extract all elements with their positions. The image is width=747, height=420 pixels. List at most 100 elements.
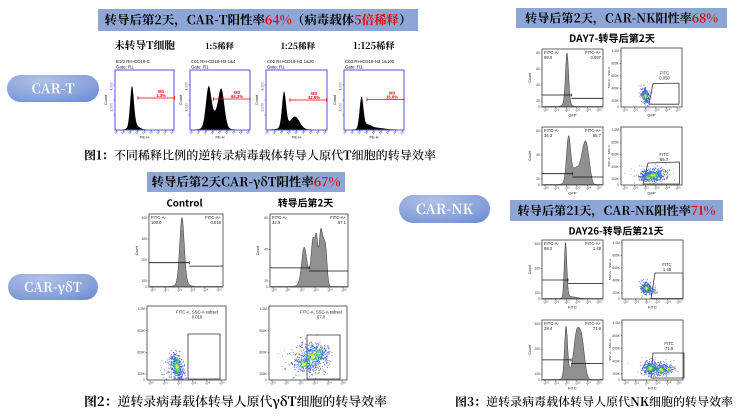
svg-text:10: 10 <box>286 130 291 135</box>
svg-text:400: 400 <box>141 216 147 220</box>
svg-text:FITC-A-: FITC-A- <box>544 321 559 326</box>
svg-text:65.7: 65.7 <box>660 157 669 162</box>
svg-text:0: 0 <box>538 378 540 382</box>
svg-text:800K: 800K <box>611 140 619 144</box>
svg-text:M3: M3 <box>234 90 240 95</box>
svg-text:5: 5 <box>600 381 602 384</box>
svg-text:3: 3 <box>195 381 197 384</box>
svg-text:FITC-A+: FITC-A+ <box>205 215 221 220</box>
svg-text:1: 1 <box>558 381 560 384</box>
svg-text:0: 0 <box>154 288 156 291</box>
svg-text:10: 10 <box>585 380 590 385</box>
svg-text:5: 5 <box>223 381 225 384</box>
svg-text:0: 0 <box>538 183 540 187</box>
svg-text:10: 10 <box>148 380 153 385</box>
svg-text:10: 10 <box>665 380 670 385</box>
svg-text:16.6%: 16.6% <box>386 95 398 100</box>
svg-text:10: 10 <box>203 130 208 135</box>
svg-text:4: 4 <box>670 381 672 384</box>
svg-text:1: 1 <box>638 381 640 384</box>
svg-text:10: 10 <box>315 130 320 135</box>
svg-text:800K: 800K <box>612 254 620 258</box>
svg-text:4,000: 4,000 <box>261 82 265 91</box>
svg-text:100: 100 <box>534 291 540 295</box>
svg-text:200: 200 <box>534 347 540 351</box>
svg-text:4: 4 <box>331 288 333 291</box>
svg-text:FITC-A-: FITC-A- <box>544 50 559 55</box>
svg-text:67.1: 67.1 <box>338 220 347 225</box>
svg-text:1.3%: 1.3% <box>156 93 166 98</box>
svg-text:10: 10 <box>653 185 658 190</box>
svg-text:10: 10 <box>264 130 269 135</box>
svg-text:10: 10 <box>585 185 590 190</box>
svg-text:10: 10 <box>285 287 290 292</box>
svg-text:10: 10 <box>564 185 569 190</box>
svg-text:600K: 600K <box>612 347 620 351</box>
svg-text:Gate: R1: Gate: R1 <box>267 64 285 69</box>
svg-text:0: 0 <box>265 378 267 382</box>
svg-text:10: 10 <box>364 130 369 135</box>
svg-text:5: 5 <box>345 288 347 291</box>
svg-text:400K: 400K <box>611 87 619 91</box>
svg-text:10: 10 <box>313 287 318 292</box>
svg-text:300K: 300K <box>259 372 267 376</box>
svg-text:FITC-A-: FITC-A- <box>544 128 559 133</box>
svg-text:300K: 300K <box>137 372 145 376</box>
svg-text:80: 80 <box>536 51 540 55</box>
svg-text:10: 10 <box>623 299 628 304</box>
svg-text:10: 10 <box>564 299 569 304</box>
svg-text:0: 0 <box>547 381 549 384</box>
svg-text:200K: 200K <box>612 291 620 295</box>
svg-text:20: 20 <box>536 99 540 103</box>
svg-text:0: 0 <box>617 183 619 187</box>
svg-text:4: 4 <box>670 300 672 303</box>
svg-text:SSC-A :: SSC-A: SSC-A :: SSC-A <box>607 145 611 167</box>
svg-text:10: 10 <box>188 130 193 135</box>
svg-text:0.697: 0.697 <box>591 55 602 60</box>
svg-text:10: 10 <box>162 130 167 135</box>
svg-text:60: 60 <box>536 129 540 133</box>
svg-text:Count: Count <box>528 151 532 161</box>
svg-text:10: 10 <box>643 185 648 190</box>
svg-text:4: 4 <box>590 381 592 384</box>
svg-text:10: 10 <box>270 380 275 385</box>
svg-text:Gate: R1: Gate: R1 <box>116 64 134 69</box>
svg-text:SSC-A :: SSC-A: SSC-A :: SSC-A <box>608 339 612 361</box>
svg-text:10: 10 <box>644 299 649 304</box>
svg-text:10: 10 <box>245 130 250 135</box>
svg-text:10: 10 <box>231 130 236 135</box>
svg-text:FITC: FITC <box>664 341 673 346</box>
svg-text:600K: 600K <box>259 351 267 355</box>
svg-text:200K: 200K <box>611 177 619 181</box>
svg-text:1.0M: 1.0M <box>612 49 619 53</box>
svg-text:1: 1 <box>637 186 639 189</box>
svg-text:FITC: FITC <box>568 386 577 391</box>
svg-text:0: 0 <box>626 186 628 189</box>
svg-text:10: 10 <box>574 380 579 385</box>
svg-text:GFP: GFP <box>647 191 656 196</box>
svg-text:10: 10 <box>298 380 303 385</box>
svg-text:10: 10 <box>308 130 313 135</box>
svg-text:Count: Count <box>179 94 183 105</box>
svg-text:0.016: 0.016 <box>211 220 222 225</box>
svg-text:10: 10 <box>543 185 548 190</box>
svg-text:60: 60 <box>536 67 540 71</box>
svg-text:10: 10 <box>219 380 224 385</box>
svg-text:PE-H: PE-H <box>369 136 378 140</box>
svg-text:0: 0 <box>266 285 268 289</box>
svg-text:FITC-A+: FITC-A+ <box>585 50 601 55</box>
svg-text:B1/2 RH-CD19-C: B1/2 RH-CD19-C <box>116 59 150 64</box>
svg-text:FITC-A+: FITC-A+ <box>330 215 346 220</box>
svg-text:10: 10 <box>141 130 146 135</box>
svg-text:60: 60 <box>264 216 268 220</box>
svg-text:10: 10 <box>385 130 390 135</box>
svg-text:M3: M3 <box>311 91 317 96</box>
svg-text:10: 10 <box>190 380 195 385</box>
svg-text:3: 3 <box>194 288 196 291</box>
svg-text:3: 3 <box>658 186 660 189</box>
svg-text:PE-H: PE-H <box>215 136 224 140</box>
svg-text:10: 10 <box>664 185 669 190</box>
svg-text:10: 10 <box>574 299 579 304</box>
svg-text:600K: 600K <box>137 351 145 355</box>
svg-text:10: 10 <box>210 130 215 135</box>
